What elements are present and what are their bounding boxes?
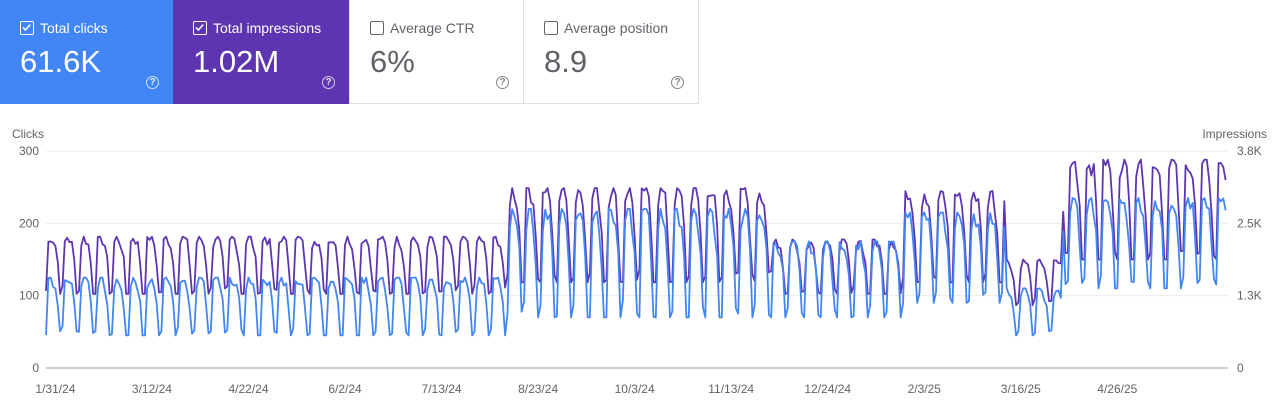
performance-chart: Clicks Impressions 300 200 100 0 3.8K 2.5K 1.… (12, 127, 1267, 396)
y-right-tick-label: 2.5K (1237, 216, 1262, 230)
help-icon[interactable]: ? (671, 76, 684, 89)
clicks-line (45, 197, 1227, 337)
average-position-label: Average position (564, 20, 669, 36)
y-left-tick-label: 0 (32, 361, 39, 375)
x-tick-label: 10/3/24 (615, 382, 655, 396)
checkmark-icon (22, 24, 31, 32)
series-lines (45, 158, 1227, 337)
x-tick-label: 6/2/24 (328, 382, 362, 396)
x-tick-label: 1/31/24 (35, 382, 75, 396)
help-icon[interactable]: ? (146, 76, 159, 89)
y-axis-right-ticks: 3.8K 2.5K 1.3K 0 (1237, 144, 1262, 375)
y-right-tick-label: 0 (1237, 361, 1244, 375)
help-icon[interactable]: ? (322, 76, 335, 89)
total-impressions-checkbox[interactable] (193, 21, 207, 35)
total-clicks-label: Total clicks (40, 20, 108, 36)
y-right-tick-label: 1.3K (1237, 289, 1262, 303)
y-right-tick-label: 3.8K (1237, 144, 1262, 158)
x-tick-label: 2/3/25 (908, 382, 942, 396)
x-tick-label: 3/16/25 (1001, 382, 1041, 396)
total-impressions-value: 1.02M (193, 44, 280, 79)
checkmark-icon (195, 24, 204, 32)
y-left-tick-label: 300 (19, 144, 39, 158)
x-tick-label: 11/13/24 (708, 382, 754, 396)
x-axis-ticks: 1/31/24 3/12/24 4/22/24 6/2/24 7/13/24 8/23/2… (35, 382, 1137, 396)
total-clicks-value: 61.6K (20, 44, 102, 79)
average-ctr-label: Average CTR (390, 20, 475, 36)
x-tick-label: 4/26/25 (1097, 382, 1137, 396)
total-clicks-card[interactable]: Total clicks 61.6K ? (0, 0, 173, 104)
impressions-line (45, 158, 1227, 307)
x-tick-label: 12/24/24 (804, 382, 851, 396)
average-ctr-value: 6% (370, 44, 415, 79)
metric-cards: Total clicks 61.6K ? Total impressions 1… (0, 0, 699, 104)
average-position-card[interactable]: Average position 8.9 ? (524, 0, 699, 104)
x-tick-label: 8/23/24 (518, 382, 558, 396)
x-tick-label: 7/13/24 (422, 382, 462, 396)
average-position-value: 8.9 (544, 44, 588, 79)
y-axis-right-label: Impressions (1202, 127, 1267, 141)
y-axis-left-label: Clicks (12, 127, 44, 141)
y-left-tick-label: 100 (19, 289, 39, 303)
help-icon[interactable]: ? (496, 76, 509, 89)
y-left-tick-label: 200 (19, 216, 39, 230)
x-tick-label: 4/22/24 (228, 382, 268, 396)
average-ctr-card[interactable]: Average CTR 6% ? (349, 0, 524, 104)
average-ctr-checkbox[interactable] (370, 21, 384, 35)
total-impressions-label: Total impressions (213, 20, 322, 36)
total-impressions-card[interactable]: Total impressions 1.02M ? (173, 0, 349, 104)
average-position-checkbox[interactable] (544, 21, 558, 35)
x-tick-label: 3/12/24 (132, 382, 172, 396)
total-clicks-checkbox[interactable] (20, 21, 34, 35)
y-axis-left-ticks: 300 200 100 0 (19, 144, 39, 375)
